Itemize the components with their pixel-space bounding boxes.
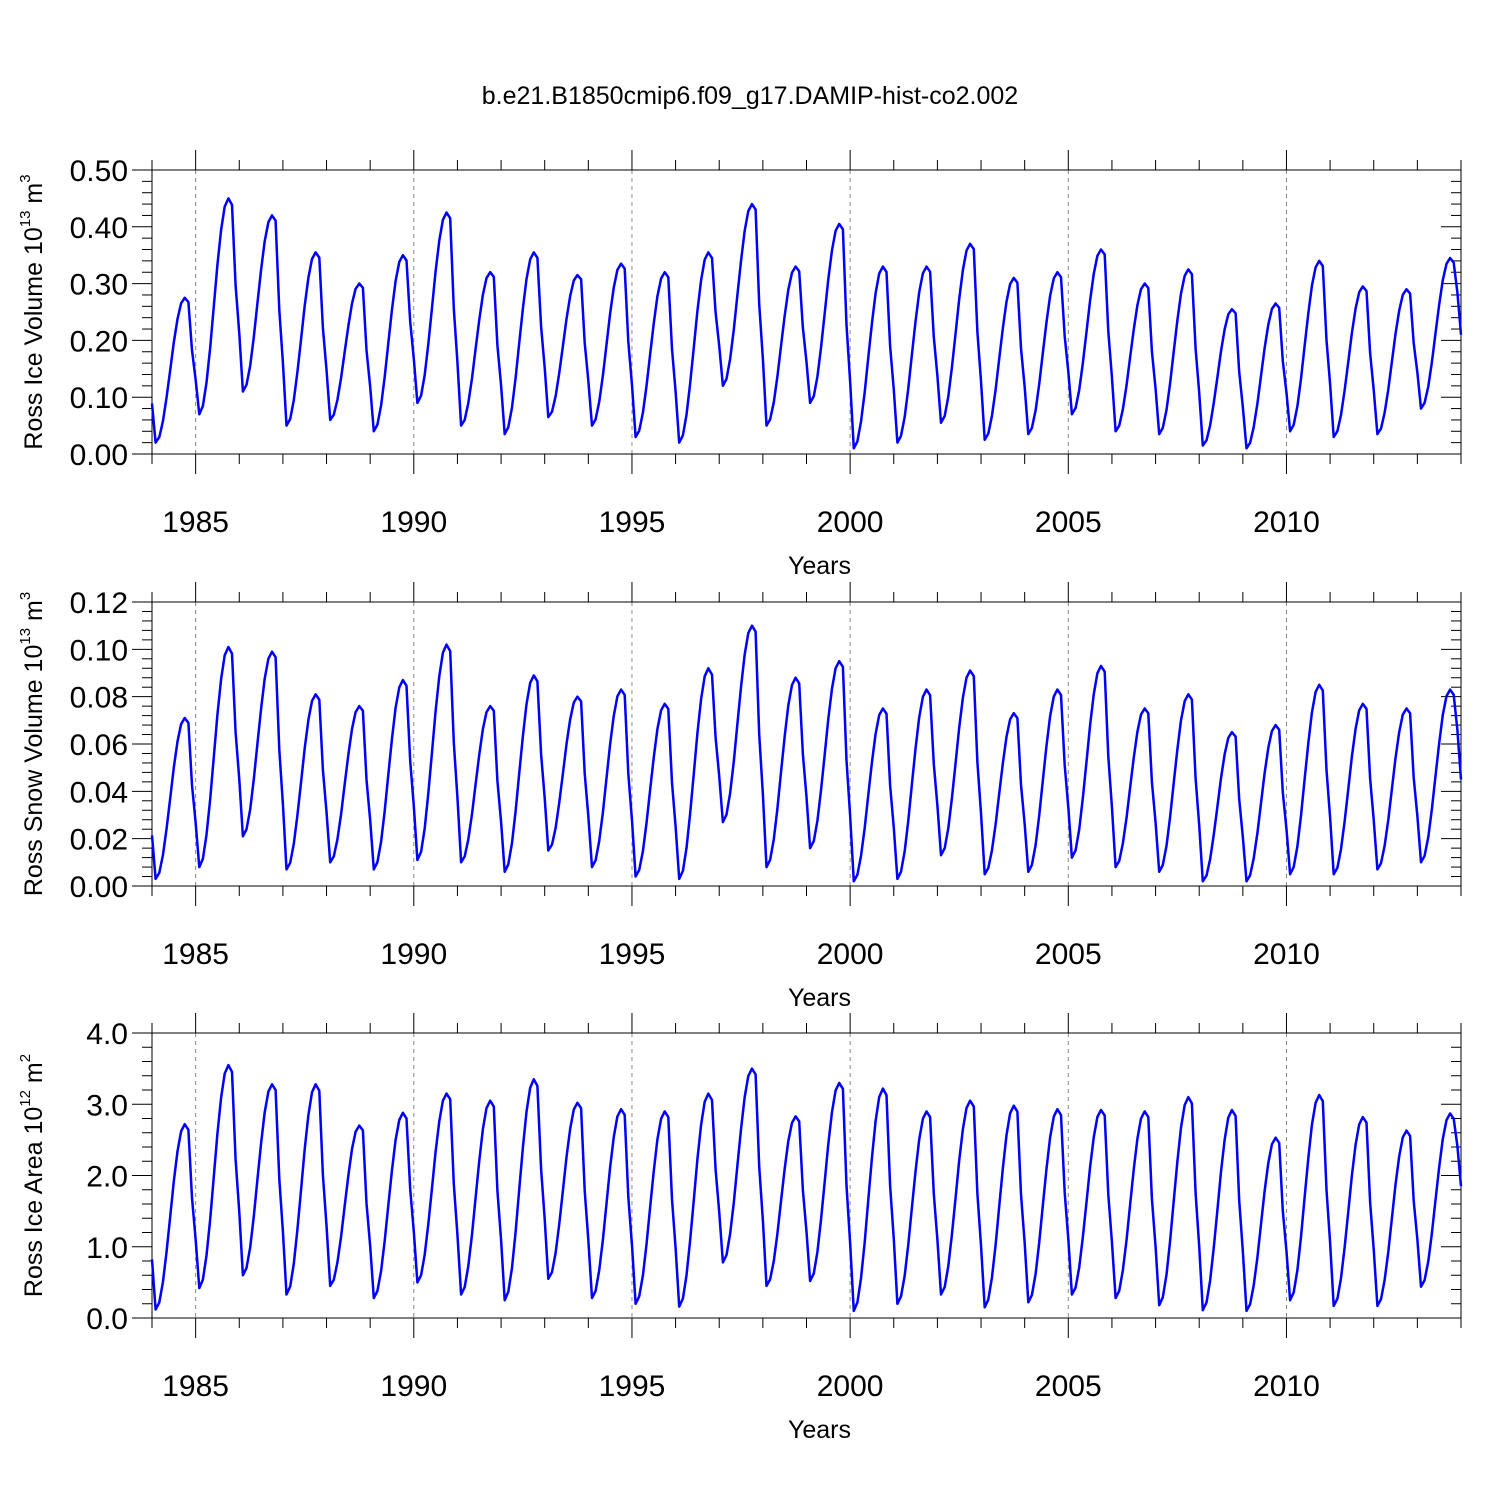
x-tick-label: 1995 <box>599 1370 666 1403</box>
y-axis-label: Ross Snow Volume 1013 m3 <box>17 592 48 896</box>
x-tick-label: 2010 <box>1253 506 1320 539</box>
x-tick-label: 2005 <box>1035 938 1102 971</box>
y-axis-label: Ross Ice Volume 1013 m3 <box>17 174 48 449</box>
x-tick-label: 2000 <box>817 1370 884 1403</box>
x-tick-label: 1990 <box>380 1370 447 1403</box>
y-tick-label: 0.50 <box>70 155 128 188</box>
x-tick-label: 2005 <box>1035 1370 1102 1403</box>
y-tick-label: 0.04 <box>70 776 128 809</box>
x-axis-label: Years <box>788 984 851 1012</box>
x-tick-label: 1990 <box>380 938 447 971</box>
x-tick-label: 1985 <box>162 1370 229 1403</box>
x-tick-label: 2005 <box>1035 506 1102 539</box>
x-tick-label: 1995 <box>599 506 666 539</box>
series-line-ice-volume <box>150 197 1463 450</box>
x-tick-label: 2010 <box>1253 938 1320 971</box>
x-tick-label: 2010 <box>1253 1370 1320 1403</box>
x-axis-label: Years <box>788 552 851 580</box>
plot-frame <box>151 601 1462 887</box>
panels: 0.00 0.10 0.20 0.30 0.40 0.50 1985 1990 1995 2000… <box>17 150 1463 1444</box>
x-axis-label: Years <box>788 1416 851 1444</box>
y-tick-label: 0.00 <box>70 439 128 472</box>
y-axis-label: Ross Ice Area 1012 m2 <box>17 1054 48 1297</box>
y-tick-label: 0.0 <box>86 1303 128 1336</box>
y-tick-label: 1.0 <box>86 1232 128 1265</box>
y-tick-label: 3.0 <box>86 1089 128 1122</box>
y-tick-label: 0.30 <box>70 269 128 302</box>
y-tick-label: 0.00 <box>70 871 128 904</box>
x-tick-label: 2000 <box>817 938 884 971</box>
y-tick-label: 0.20 <box>70 325 128 358</box>
chart-title: b.e21.B1850cmip6.f09_g17.DAMIP-hist-co2.… <box>482 82 1018 110</box>
x-tick-label: 1990 <box>380 506 447 539</box>
x-tick-label: 1995 <box>599 938 666 971</box>
y-tick-label: 2.0 <box>86 1161 128 1194</box>
y-tick-label: 0.12 <box>70 587 128 620</box>
panel-ice-volume: 0.00 0.10 0.20 0.30 0.40 0.50 1985 1990 1995 2000… <box>17 150 1463 580</box>
y-tick-label: 0.06 <box>70 729 128 762</box>
y-tick-label: 4.0 <box>86 1018 128 1051</box>
series-line-snow-volume <box>150 624 1463 883</box>
y-tick-label: 0.02 <box>70 824 128 857</box>
plot-frame <box>151 169 1462 455</box>
panel-snow-volume: 0.00 0.02 0.04 0.06 0.08 0.10 0.12 1985 1990 1995… <box>17 582 1463 1012</box>
y-tick-label: 0.10 <box>70 382 128 415</box>
y-tick-label: 0.10 <box>70 634 128 667</box>
x-tick-label: 1985 <box>162 506 229 539</box>
panel-ice-area: 0.0 1.0 2.0 3.0 4.0 1985 1990 1995 2000 2005 2010 Y… <box>17 1013 1463 1444</box>
x-tick-label: 2000 <box>817 506 884 539</box>
y-tick-label: 0.40 <box>70 212 128 245</box>
x-tick-label: 1985 <box>162 938 229 971</box>
series-line-ice-area <box>150 1063 1463 1313</box>
y-tick-label: 0.08 <box>70 682 128 715</box>
